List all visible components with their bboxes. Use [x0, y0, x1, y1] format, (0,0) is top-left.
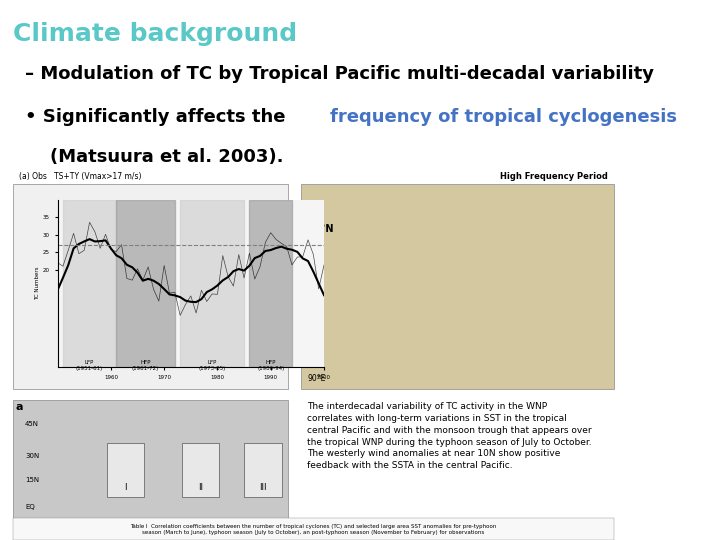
Text: EQ: EQ — [25, 504, 35, 510]
Text: HFP
(1961-72): HFP (1961-72) — [132, 360, 159, 371]
Text: 0°: 0° — [307, 292, 319, 301]
Text: LFP
(1951-61): LFP (1951-61) — [76, 360, 103, 371]
Text: 15N: 15N — [25, 477, 39, 483]
Text: I: I — [124, 483, 127, 492]
Text: High Frequency Period: High Frequency Period — [500, 172, 608, 181]
Text: (a) Obs   TS+TY (Vmax>17 m/s): (a) Obs TS+TY (Vmax>17 m/s) — [19, 172, 141, 181]
Text: 90°E: 90°E — [307, 374, 325, 383]
Text: Table I  Correlation coefficients between the number of tropical cyclones (TC) a: Table I Correlation coefficients between… — [130, 524, 497, 535]
Text: Climate background: Climate background — [12, 22, 297, 45]
Text: – Modulation of TC by Tropical Pacific multi-decadal variability: – Modulation of TC by Tropical Pacific m… — [25, 65, 654, 83]
Text: The interdecadal variability of TC activity in the WNP
correlates with long-term: The interdecadal variability of TC activ… — [307, 402, 592, 470]
Text: a: a — [16, 402, 23, 413]
Text: (Matsuura et al. 2003).: (Matsuura et al. 2003). — [25, 148, 284, 166]
Bar — [249, 200, 292, 367]
Text: • Significantly affects the: • Significantly affects the — [25, 108, 292, 126]
Text: HFP
(1986-94): HFP (1986-94) — [257, 360, 284, 371]
Text: III: III — [259, 483, 267, 492]
Text: LFP
(1973-85): LFP (1973-85) — [199, 360, 226, 371]
FancyBboxPatch shape — [301, 184, 614, 389]
FancyBboxPatch shape — [181, 443, 220, 497]
Text: frequency of tropical cyclogenesis: frequency of tropical cyclogenesis — [330, 108, 677, 126]
FancyBboxPatch shape — [107, 443, 144, 497]
Bar — [116, 200, 175, 367]
FancyBboxPatch shape — [244, 443, 282, 497]
Y-axis label: TC Numbers: TC Numbers — [35, 267, 40, 300]
FancyBboxPatch shape — [12, 400, 288, 518]
FancyBboxPatch shape — [12, 184, 288, 389]
Bar — [63, 200, 116, 367]
Text: 45N: 45N — [25, 421, 39, 427]
Text: 30N: 30N — [25, 453, 40, 459]
FancyBboxPatch shape — [12, 518, 614, 540]
Text: 30°N: 30°N — [307, 224, 333, 234]
Text: II: II — [198, 483, 203, 492]
Bar — [180, 200, 244, 367]
